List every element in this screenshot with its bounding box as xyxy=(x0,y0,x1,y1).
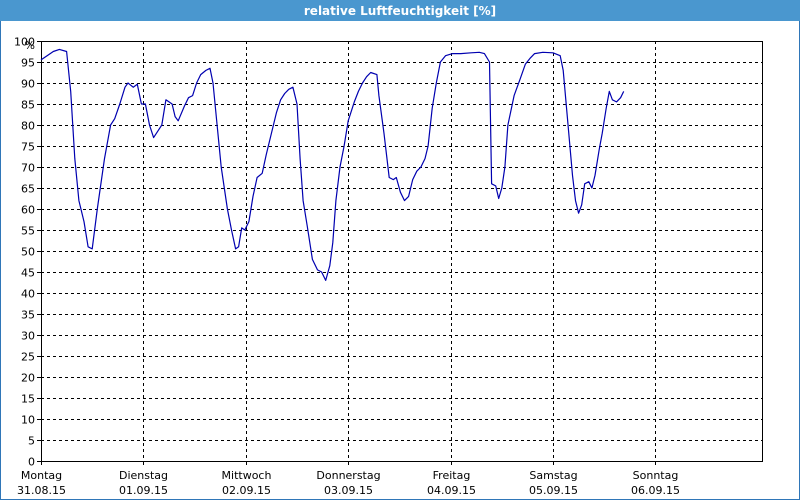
ytick-label: 35 xyxy=(21,309,35,322)
y-axis-label: % xyxy=(25,39,35,52)
ytick-label: 30 xyxy=(21,330,35,343)
ytick-label: 45 xyxy=(21,267,35,280)
xtick-day-label: Montag xyxy=(21,469,62,482)
ytick-label: 25 xyxy=(21,351,35,364)
axes xyxy=(37,41,763,465)
xtick-day-label: Dienstag xyxy=(119,469,168,482)
ytick-label: 95 xyxy=(21,57,35,70)
ytick-label: 55 xyxy=(21,225,35,238)
ytick-label: 90 xyxy=(21,78,35,91)
ytick-label: 0 xyxy=(28,456,35,469)
xtick-date-label: 06.09.15 xyxy=(631,484,680,497)
ytick-label: 75 xyxy=(21,141,35,154)
xtick-day-label: Freitag xyxy=(433,469,471,482)
series-line-humidity xyxy=(40,48,625,281)
xtick-day-label: Sonntag xyxy=(633,469,679,482)
ytick-label: 80 xyxy=(21,120,35,133)
ytick-label: 5 xyxy=(28,435,35,448)
tick-labels: 0 5 10 15 20 25 30 35 40 45 50 55 60 65 70 75 80 85 90 95 10… xyxy=(14,36,680,498)
ytick-label: 100 xyxy=(14,36,35,49)
xtick-day-label: Samstag xyxy=(529,469,577,482)
grid xyxy=(41,41,762,461)
xtick-date-label: 01.09.15 xyxy=(119,484,168,497)
ytick-label: 15 xyxy=(21,393,35,406)
ytick-label: 85 xyxy=(21,99,35,112)
chart-title: relative Luftfeuchtigkeit [%] xyxy=(0,0,800,21)
ytick-label: 70 xyxy=(21,162,35,175)
xtick-date-label: 05.09.15 xyxy=(529,484,578,497)
ytick-label: 50 xyxy=(21,246,35,259)
ytick-label: 60 xyxy=(21,204,35,217)
xtick-day-label: Donnerstag xyxy=(316,469,380,482)
xtick-day-label: Mittwoch xyxy=(222,469,272,482)
xtick-date-label: 04.09.15 xyxy=(427,484,476,497)
ytick-label: 10 xyxy=(21,414,35,427)
xtick-date-label: 03.09.15 xyxy=(324,484,373,497)
ytick-label: 65 xyxy=(21,183,35,196)
xtick-date-label: 31.08.15 xyxy=(17,484,66,497)
plot-frame xyxy=(41,41,763,462)
series xyxy=(40,48,625,281)
ytick-label: 40 xyxy=(21,288,35,301)
ytick-label: 20 xyxy=(21,372,35,385)
xtick-date-label: 02.09.15 xyxy=(222,484,271,497)
